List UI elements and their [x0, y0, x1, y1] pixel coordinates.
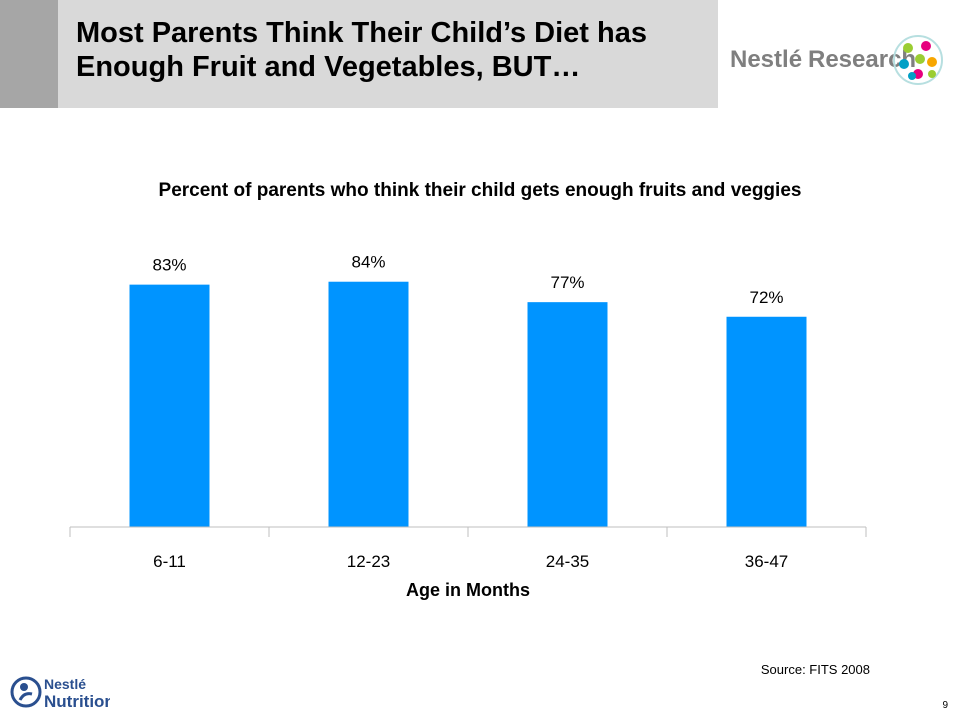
title-band: Most Parents Think Their Child’s Diet ha…: [0, 0, 718, 108]
x-axis-label: Age in Months: [406, 580, 530, 600]
nutrition-emblem-icon: [10, 676, 42, 708]
nutrition-logo-brand: Nestlé: [44, 676, 86, 692]
tick-label-24-35: 24-35: [546, 552, 589, 571]
bar-24-35: [527, 302, 608, 527]
data-label-24-35: 77%: [550, 273, 584, 292]
data-label-6-11: 83%: [152, 256, 186, 275]
chart-title: Percent of parents who think their child…: [158, 180, 802, 201]
data-label-12-23: 84%: [351, 253, 385, 272]
page-number: 9: [942, 700, 948, 711]
research-emblem-icon: [893, 35, 943, 85]
tick-label-12-23: 12-23: [347, 552, 390, 571]
bar-6-11: [129, 284, 210, 527]
title-accent: [0, 0, 58, 108]
data-label-36-47: 72%: [749, 288, 783, 307]
tick-label-36-47: 36-47: [745, 552, 788, 571]
nestle-research-logo: Nestlé Research: [730, 35, 943, 85]
slide-title: Most Parents Think Their Child’s Diet ha…: [76, 17, 647, 83]
nestle-nutrition-logo: Nestlé Nutrition: [10, 676, 110, 711]
source-note: Source: FITS 2008: [760, 662, 870, 677]
research-logo-word: Research: [808, 46, 916, 73]
tick-label-6-11: 6-11: [153, 552, 186, 571]
bar-12-23: [328, 281, 409, 527]
bar-36-47: [726, 316, 807, 527]
bar-chart: 83% 84% 77% 72% 6-11 12-23 24-35 36-47 Age in …: [69, 253, 867, 600]
nutrition-logo-word: Nutrition: [44, 692, 110, 711]
research-logo-brand: Nestlé: [730, 46, 802, 73]
